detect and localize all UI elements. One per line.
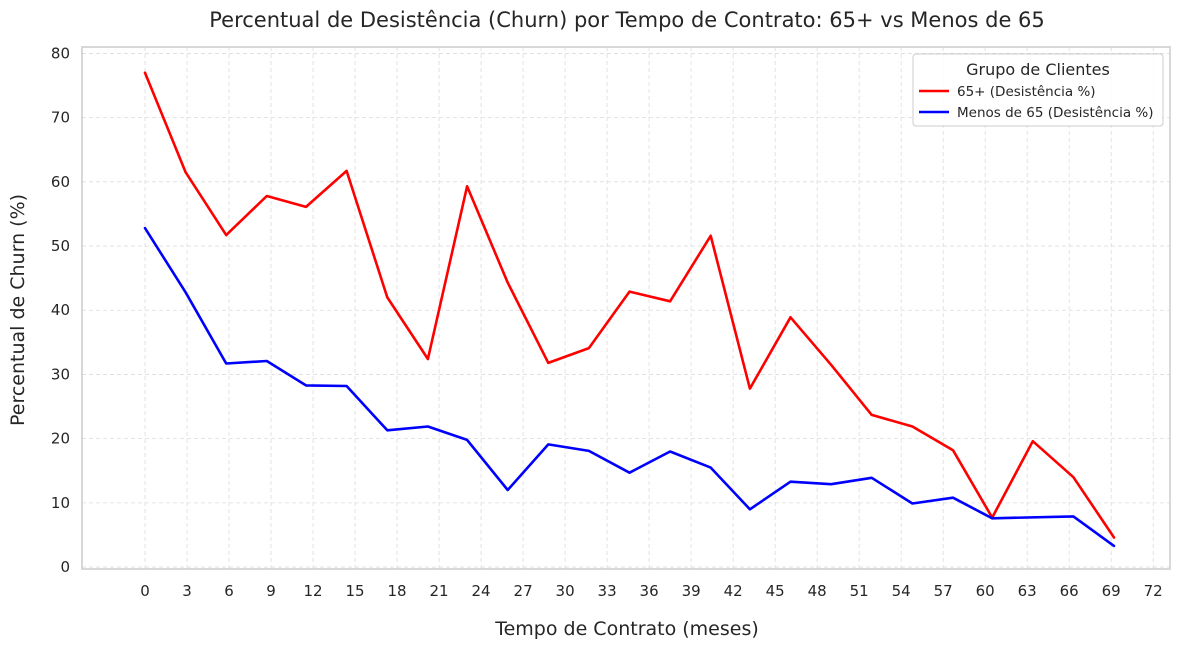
y-tick-label: 60 xyxy=(51,173,70,191)
x-tick-label: 33 xyxy=(598,582,617,600)
x-tick-label: 69 xyxy=(1102,582,1121,600)
x-tick-labels: 0 3 6 9 12 15 18 21 24 27 30 33 36 39 42 45 48 51 54 57 60 63… xyxy=(140,582,1163,600)
y-tick-label: 80 xyxy=(51,44,70,62)
x-tick-label: 6 xyxy=(224,582,234,600)
x-tick-label: 39 xyxy=(682,582,701,600)
y-tick-label: 10 xyxy=(51,494,70,512)
y-tick-label: 0 xyxy=(60,558,70,576)
legend-box xyxy=(912,53,1164,127)
x-tick-label: 72 xyxy=(1144,582,1163,600)
x-tick-label: 18 xyxy=(388,582,407,600)
x-tick-label: 57 xyxy=(934,582,953,600)
x-tick-label: 66 xyxy=(1060,582,1079,600)
y-tick-label: 20 xyxy=(51,430,70,448)
x-tick-label: 42 xyxy=(724,582,743,600)
x-tick-label: 24 xyxy=(472,582,491,600)
series-line-65-plus xyxy=(143,71,1116,539)
x-tick-label: 0 xyxy=(140,582,150,600)
legend-title: Grupo de Clientes xyxy=(966,60,1110,79)
plot-frame xyxy=(81,46,1171,570)
x-tick-label: 51 xyxy=(850,582,869,600)
x-tick-label: 54 xyxy=(892,582,911,600)
x-tick-label: 36 xyxy=(640,582,659,600)
series-line-menos-de-65 xyxy=(143,226,1116,548)
x-tick-label: 45 xyxy=(766,582,785,600)
legend-label-menos-de-65: Menos de 65 (Desistência %) xyxy=(957,105,1154,121)
x-axis-title: Tempo de Contrato (meses) xyxy=(494,618,759,640)
x-tick-label: 30 xyxy=(556,582,575,600)
x-tick-label: 48 xyxy=(808,582,827,600)
x-tick-label: 3 xyxy=(182,582,192,600)
y-tick-label: 40 xyxy=(51,301,70,319)
legend: Grupo de Clientes 65+ (Desistência %) Me… xyxy=(912,53,1164,127)
x-tick-label: 9 xyxy=(266,582,276,600)
y-axis-title: Percentual de Churn (%) xyxy=(7,194,29,426)
x-tick-label: 12 xyxy=(303,582,322,600)
x-tick-label: 60 xyxy=(976,582,995,600)
y-tick-labels: 0 10 20 30 40 50 60 70 80 xyxy=(51,44,70,576)
y-tick-label: 70 xyxy=(51,109,70,127)
x-tick-label: 27 xyxy=(514,582,533,600)
legend-label-65-plus: 65+ (Desistência %) xyxy=(957,84,1096,100)
series-lines xyxy=(143,71,1116,548)
y-tick-label: 30 xyxy=(51,365,70,383)
x-tick-label: 21 xyxy=(430,582,449,600)
chart-title: Percentual de Desistência (Churn) por Te… xyxy=(209,8,1045,32)
y-tick-label: 50 xyxy=(51,237,70,255)
x-tick-label: 63 xyxy=(1018,582,1037,600)
x-tick-label: 15 xyxy=(346,582,365,600)
